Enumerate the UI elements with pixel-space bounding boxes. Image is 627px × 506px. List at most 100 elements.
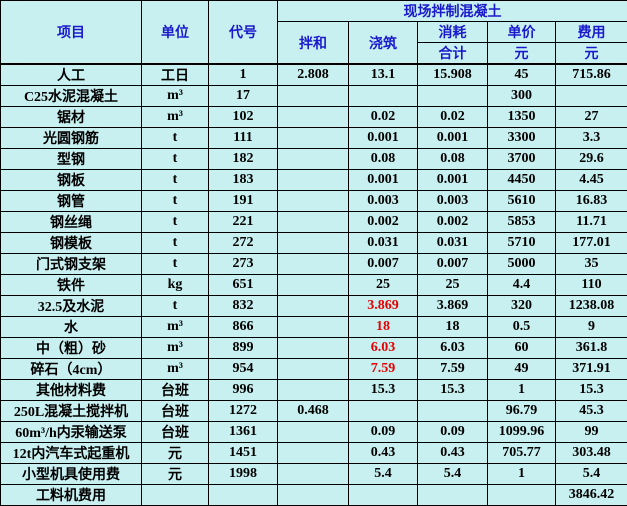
header-unit-price: 单价 <box>488 22 556 43</box>
cell-cost: 3.3 <box>556 128 627 149</box>
cell-total: 0.007 <box>418 254 488 275</box>
cell-item: 钢板 <box>1 170 142 191</box>
cell-mixing: 0.468 <box>278 401 349 422</box>
cell-cost: 361.8 <box>556 338 627 359</box>
cell-total: 25 <box>418 275 488 296</box>
cell-item: 中（粗）砂 <box>1 338 142 359</box>
cell-cost: 11.71 <box>556 212 627 233</box>
cell-pouring: 0.001 <box>349 128 418 149</box>
cell-code: 1451 <box>209 443 278 464</box>
cell-cost: 45.3 <box>556 401 627 422</box>
cell-price: 3700 <box>488 149 556 170</box>
cell-total: 15.3 <box>418 380 488 401</box>
cell-pouring: 0.001 <box>349 170 418 191</box>
cell-code: 272 <box>209 233 278 254</box>
cell-item: 工料机费用 <box>1 485 142 506</box>
cell-code: 102 <box>209 107 278 128</box>
cell-code: 221 <box>209 212 278 233</box>
cell-cost: 371.91 <box>556 359 627 380</box>
cell-item: 32.5及水泥 <box>1 296 142 317</box>
cell-total: 6.03 <box>418 338 488 359</box>
cell-unit: t <box>142 212 209 233</box>
cell-price: 4450 <box>488 170 556 191</box>
cell-price: 5710 <box>488 233 556 254</box>
cell-cost: 303.48 <box>556 443 627 464</box>
header-consumption: 消耗 <box>418 22 488 43</box>
cell-pouring: 7.59 <box>349 359 418 380</box>
cell-cost: 99 <box>556 422 627 443</box>
cell-cost <box>556 86 627 107</box>
cell-unit: t <box>142 233 209 254</box>
cell-price: 4.4 <box>488 275 556 296</box>
cell-price <box>488 485 556 506</box>
cell-price: 0.5 <box>488 317 556 338</box>
cell-code: 273 <box>209 254 278 275</box>
cell-total <box>418 485 488 506</box>
header-unit: 单位 <box>142 1 209 65</box>
cell-total: 0.001 <box>418 170 488 191</box>
cell-pouring: 0.031 <box>349 233 418 254</box>
cell-unit: m³ <box>142 317 209 338</box>
cell-cost: 27 <box>556 107 627 128</box>
cell-unit: 台班 <box>142 380 209 401</box>
cell-pouring: 5.4 <box>349 464 418 485</box>
cell-cost: 715.86 <box>556 64 627 86</box>
cell-price: 5853 <box>488 212 556 233</box>
cell-item: 光圆钢筋 <box>1 128 142 149</box>
cell-mixing <box>278 317 349 338</box>
cell-pouring: 6.03 <box>349 338 418 359</box>
header-item: 项目 <box>1 1 142 65</box>
cell-pouring <box>349 86 418 107</box>
cell-mixing <box>278 233 349 254</box>
cell-unit: t <box>142 191 209 212</box>
cell-total: 0.002 <box>418 212 488 233</box>
cell-unit: 元 <box>142 443 209 464</box>
cell-cost: 110 <box>556 275 627 296</box>
cell-item: 12t内汽车式起重机 <box>1 443 142 464</box>
cell-mixing <box>278 128 349 149</box>
cell-price: 45 <box>488 64 556 86</box>
cell-price: 5000 <box>488 254 556 275</box>
cell-item: 门式钢支架 <box>1 254 142 275</box>
cell-item: 人工 <box>1 64 142 86</box>
cell-cost: 16.83 <box>556 191 627 212</box>
cell-price: 96.79 <box>488 401 556 422</box>
cell-mixing: 2.808 <box>278 64 349 86</box>
cell-item: 水 <box>1 317 142 338</box>
cell-total: 0.031 <box>418 233 488 254</box>
cell-mixing <box>278 296 349 317</box>
cell-cost: 5.4 <box>556 464 627 485</box>
cell-mixing <box>278 359 349 380</box>
cell-cost: 15.3 <box>556 380 627 401</box>
cell-unit: kg <box>142 275 209 296</box>
header-mixing: 拌和 <box>278 22 349 65</box>
cell-pouring: 0.002 <box>349 212 418 233</box>
cell-item: 钢管 <box>1 191 142 212</box>
cell-mixing <box>278 254 349 275</box>
cell-total: 7.59 <box>418 359 488 380</box>
cell-pouring: 25 <box>349 275 418 296</box>
cell-total <box>418 401 488 422</box>
cell-total: 0.08 <box>418 149 488 170</box>
cell-cost: 29.6 <box>556 149 627 170</box>
cell-total: 5.4 <box>418 464 488 485</box>
cell-price: 1 <box>488 380 556 401</box>
cell-total: 18 <box>418 317 488 338</box>
cell-item: 60m³/h内汞输送泵 <box>1 422 142 443</box>
header-consumption-total: 合计 <box>418 43 488 65</box>
cell-item: 型钢 <box>1 149 142 170</box>
cell-item: 钢丝绳 <box>1 212 142 233</box>
cell-pouring: 0.003 <box>349 191 418 212</box>
cell-pouring: 13.1 <box>349 64 418 86</box>
cell-code: 954 <box>209 359 278 380</box>
header-cost-yuan: 元 <box>556 43 627 65</box>
